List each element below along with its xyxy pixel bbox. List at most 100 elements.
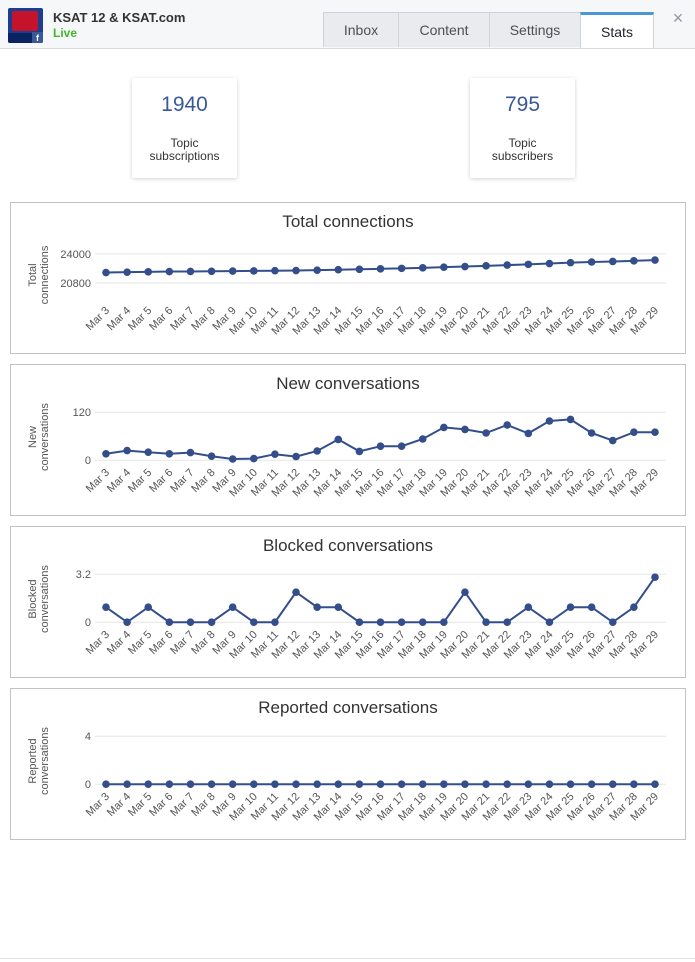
data-point	[123, 780, 131, 788]
page-header: f KSAT 12 & KSAT.com Live Inbox Content …	[0, 0, 695, 49]
data-point	[228, 603, 237, 611]
data-point	[608, 780, 617, 788]
data-point	[102, 780, 110, 788]
data-point	[524, 260, 533, 269]
data-point	[355, 447, 364, 456]
total-connections-chart: Total connections Totalconnections 24000 20…	[10, 202, 686, 354]
stat-label: Topic subscriptions	[149, 136, 220, 163]
data-point	[503, 261, 511, 269]
data-point	[461, 588, 469, 596]
data-point	[566, 780, 575, 788]
data-point	[228, 780, 237, 788]
data-point	[482, 618, 490, 626]
data-point	[313, 447, 321, 455]
y-tick-label: 20800	[60, 278, 91, 290]
data-point	[587, 429, 596, 437]
page-logo[interactable]: f	[8, 8, 43, 43]
data-point	[334, 265, 343, 274]
data-point	[165, 267, 174, 276]
data-point	[334, 780, 343, 788]
data-point	[608, 436, 617, 445]
data-point	[144, 268, 153, 276]
data-point	[461, 262, 469, 271]
data-point	[440, 618, 448, 626]
y-tick-label: 0	[85, 617, 91, 629]
data-point	[376, 780, 385, 788]
data-point	[566, 258, 575, 267]
data-point	[397, 618, 406, 626]
data-point	[207, 267, 216, 276]
reported-conversations-chart: Reported conversations Reportedconversati…	[10, 688, 686, 840]
data-point	[651, 573, 659, 581]
y-axis-label-line: conversations	[39, 403, 51, 471]
data-point	[313, 780, 321, 788]
close-icon[interactable]: ×	[672, 8, 684, 28]
topic-subscribers-card: 795 Topic subscribers	[470, 78, 575, 178]
data-point	[292, 780, 300, 788]
data-point	[228, 267, 237, 275]
y-axis-label-line: Reported	[27, 738, 39, 783]
y-axis-label-line: conversations	[39, 565, 51, 633]
tab-settings[interactable]: Settings	[489, 12, 581, 47]
data-point	[587, 780, 596, 788]
page-name[interactable]: KSAT 12 & KSAT.com	[53, 10, 186, 25]
topic-subscriptions-card: 1940 Topic subscriptions	[132, 78, 237, 178]
data-point	[165, 618, 174, 626]
data-point	[376, 618, 385, 626]
y-tick-label: 0	[85, 779, 91, 791]
data-point	[440, 263, 448, 271]
data-point	[292, 452, 300, 461]
stat-label: Topic subscribers	[491, 136, 554, 163]
data-point	[587, 258, 596, 266]
series-line	[105, 576, 656, 624]
y-tick-label: 3.2	[76, 569, 91, 581]
data-point	[608, 618, 617, 626]
chart-title: New conversations	[276, 374, 420, 393]
data-point	[397, 780, 406, 788]
data-point	[482, 780, 490, 788]
data-point	[334, 435, 343, 444]
data-point	[334, 603, 343, 611]
bottom-divider	[0, 958, 695, 959]
data-point	[250, 780, 258, 788]
data-point	[292, 588, 300, 596]
data-point	[144, 603, 153, 611]
data-point	[524, 780, 533, 788]
logo-strip	[8, 33, 43, 43]
data-point	[418, 435, 427, 443]
data-point	[545, 618, 554, 626]
chart-svg: Reported conversationsReportedconversati…	[27, 698, 666, 823]
data-point	[566, 603, 575, 611]
data-point	[608, 257, 617, 266]
data-point	[566, 415, 575, 424]
data-point	[630, 603, 638, 611]
data-point	[418, 780, 427, 788]
data-point	[397, 264, 406, 273]
data-point	[123, 618, 131, 626]
stat-value: 795	[504, 93, 541, 116]
data-point	[207, 452, 216, 460]
y-axis-label-line: conversations	[39, 727, 51, 795]
data-point	[545, 259, 554, 268]
data-point	[102, 603, 110, 611]
y-tick-label: 120	[73, 407, 91, 419]
y-axis-label: Blockedconversations	[27, 565, 51, 633]
data-point	[630, 428, 638, 436]
tab-inbox[interactable]: Inbox	[323, 12, 399, 47]
data-point	[271, 266, 279, 275]
ksat-logo-mark	[12, 11, 38, 31]
data-point	[630, 780, 638, 788]
tab-stats[interactable]: Stats	[580, 12, 654, 48]
data-point	[186, 780, 195, 788]
data-point	[524, 603, 533, 611]
data-point	[418, 618, 427, 626]
y-tick-label: 0	[85, 455, 91, 467]
data-point	[440, 423, 448, 432]
tab-content[interactable]: Content	[398, 12, 490, 47]
data-point	[250, 454, 258, 463]
data-point	[271, 450, 279, 458]
data-point	[271, 618, 279, 626]
data-point	[165, 450, 174, 458]
data-point	[376, 442, 385, 450]
